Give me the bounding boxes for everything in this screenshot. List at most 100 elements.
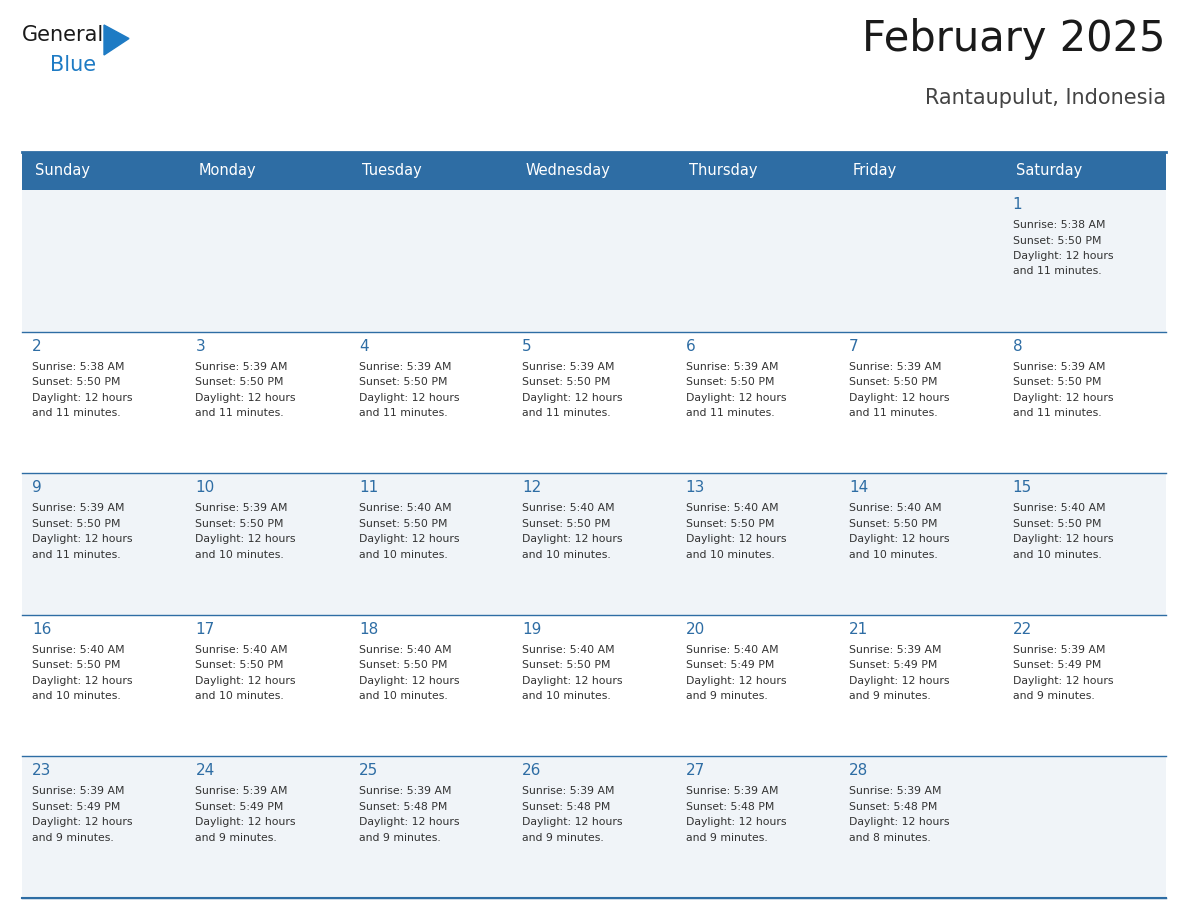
Text: Daylight: 12 hours: Daylight: 12 hours — [32, 534, 133, 544]
Text: Daylight: 12 hours: Daylight: 12 hours — [849, 676, 949, 686]
Text: Sunset: 5:50 PM: Sunset: 5:50 PM — [359, 377, 448, 387]
Text: and 11 minutes.: and 11 minutes. — [359, 409, 448, 418]
Text: Sunset: 5:49 PM: Sunset: 5:49 PM — [685, 660, 775, 670]
Bar — [23, 152, 1165, 190]
Text: and 9 minutes.: and 9 minutes. — [196, 833, 277, 843]
Text: Sunset: 5:50 PM: Sunset: 5:50 PM — [32, 660, 120, 670]
Text: Daylight: 12 hours: Daylight: 12 hours — [1012, 251, 1113, 261]
Text: and 10 minutes.: and 10 minutes. — [1012, 550, 1101, 560]
Text: 16: 16 — [32, 621, 51, 637]
Text: 2: 2 — [32, 339, 42, 353]
Text: and 8 minutes.: and 8 minutes. — [849, 833, 931, 843]
Text: Sunrise: 5:40 AM: Sunrise: 5:40 AM — [849, 503, 942, 513]
Text: Tuesday: Tuesday — [362, 163, 422, 178]
Text: Sunset: 5:50 PM: Sunset: 5:50 PM — [32, 377, 120, 387]
Text: Daylight: 12 hours: Daylight: 12 hours — [523, 676, 623, 686]
Text: Daylight: 12 hours: Daylight: 12 hours — [32, 676, 133, 686]
Text: Daylight: 12 hours: Daylight: 12 hours — [849, 393, 949, 403]
Text: Sunset: 5:50 PM: Sunset: 5:50 PM — [359, 660, 448, 670]
Text: Daylight: 12 hours: Daylight: 12 hours — [685, 817, 786, 827]
Text: Sunrise: 5:39 AM: Sunrise: 5:39 AM — [32, 503, 125, 513]
Text: Sunset: 5:50 PM: Sunset: 5:50 PM — [196, 377, 284, 387]
Text: and 10 minutes.: and 10 minutes. — [359, 691, 448, 701]
Text: 9: 9 — [32, 480, 42, 495]
Text: 15: 15 — [1012, 480, 1032, 495]
Text: Sunrise: 5:39 AM: Sunrise: 5:39 AM — [849, 644, 942, 655]
Text: and 11 minutes.: and 11 minutes. — [685, 409, 775, 418]
Text: Daylight: 12 hours: Daylight: 12 hours — [196, 534, 296, 544]
Text: Sunset: 5:50 PM: Sunset: 5:50 PM — [1012, 519, 1101, 529]
Text: 27: 27 — [685, 764, 704, 778]
Text: Blue: Blue — [50, 55, 96, 75]
Text: Sunrise: 5:39 AM: Sunrise: 5:39 AM — [359, 362, 451, 372]
Text: Daylight: 12 hours: Daylight: 12 hours — [196, 676, 296, 686]
Text: Daylight: 12 hours: Daylight: 12 hours — [849, 817, 949, 827]
Text: Sunrise: 5:39 AM: Sunrise: 5:39 AM — [196, 503, 287, 513]
Text: Daylight: 12 hours: Daylight: 12 hours — [1012, 534, 1113, 544]
Text: Thursday: Thursday — [689, 163, 757, 178]
Text: Daylight: 12 hours: Daylight: 12 hours — [32, 393, 133, 403]
Bar — [23, 473, 1165, 615]
Text: Sunrise: 5:39 AM: Sunrise: 5:39 AM — [685, 787, 778, 797]
Text: 12: 12 — [523, 480, 542, 495]
Text: Sunset: 5:49 PM: Sunset: 5:49 PM — [849, 660, 937, 670]
Text: Saturday: Saturday — [1016, 163, 1082, 178]
Text: Sunrise: 5:40 AM: Sunrise: 5:40 AM — [359, 644, 451, 655]
Text: Daylight: 12 hours: Daylight: 12 hours — [1012, 393, 1113, 403]
Text: Friday: Friday — [852, 163, 897, 178]
Text: Wednesday: Wednesday — [525, 163, 611, 178]
Text: and 10 minutes.: and 10 minutes. — [523, 691, 611, 701]
Text: 8: 8 — [1012, 339, 1022, 353]
Text: Sunset: 5:48 PM: Sunset: 5:48 PM — [685, 802, 775, 812]
Text: and 11 minutes.: and 11 minutes. — [196, 409, 284, 418]
Text: General: General — [23, 25, 105, 45]
Text: Sunrise: 5:39 AM: Sunrise: 5:39 AM — [32, 787, 125, 797]
Text: and 9 minutes.: and 9 minutes. — [1012, 691, 1094, 701]
Text: and 10 minutes.: and 10 minutes. — [849, 550, 937, 560]
Text: Sunrise: 5:38 AM: Sunrise: 5:38 AM — [1012, 220, 1105, 230]
Text: Sunset: 5:50 PM: Sunset: 5:50 PM — [849, 519, 937, 529]
Text: 20: 20 — [685, 621, 704, 637]
Text: Daylight: 12 hours: Daylight: 12 hours — [359, 676, 460, 686]
Text: and 10 minutes.: and 10 minutes. — [196, 691, 284, 701]
Text: Sunrise: 5:40 AM: Sunrise: 5:40 AM — [1012, 503, 1105, 513]
Text: 19: 19 — [523, 621, 542, 637]
Text: 4: 4 — [359, 339, 368, 353]
Text: and 11 minutes.: and 11 minutes. — [1012, 266, 1101, 276]
Text: and 11 minutes.: and 11 minutes. — [32, 409, 121, 418]
Text: and 9 minutes.: and 9 minutes. — [849, 691, 931, 701]
Text: 25: 25 — [359, 764, 378, 778]
Text: Sunset: 5:50 PM: Sunset: 5:50 PM — [359, 519, 448, 529]
Text: 18: 18 — [359, 621, 378, 637]
Text: and 9 minutes.: and 9 minutes. — [523, 833, 604, 843]
Text: Sunrise: 5:40 AM: Sunrise: 5:40 AM — [685, 644, 778, 655]
Text: 13: 13 — [685, 480, 706, 495]
Text: Sunrise: 5:39 AM: Sunrise: 5:39 AM — [685, 362, 778, 372]
Text: 26: 26 — [523, 764, 542, 778]
Text: Sunset: 5:50 PM: Sunset: 5:50 PM — [196, 519, 284, 529]
Text: and 10 minutes.: and 10 minutes. — [359, 550, 448, 560]
Text: Sunrise: 5:39 AM: Sunrise: 5:39 AM — [523, 362, 614, 372]
Text: Sunset: 5:50 PM: Sunset: 5:50 PM — [1012, 377, 1101, 387]
Text: and 9 minutes.: and 9 minutes. — [685, 691, 767, 701]
Text: Sunset: 5:50 PM: Sunset: 5:50 PM — [849, 377, 937, 387]
Text: Sunrise: 5:40 AM: Sunrise: 5:40 AM — [685, 503, 778, 513]
Text: Daylight: 12 hours: Daylight: 12 hours — [685, 676, 786, 686]
Text: 22: 22 — [1012, 621, 1032, 637]
Text: 17: 17 — [196, 621, 215, 637]
Text: Sunset: 5:49 PM: Sunset: 5:49 PM — [32, 802, 120, 812]
Text: 3: 3 — [196, 339, 206, 353]
Text: Sunset: 5:50 PM: Sunset: 5:50 PM — [685, 377, 775, 387]
Text: Daylight: 12 hours: Daylight: 12 hours — [523, 817, 623, 827]
Text: Sunrise: 5:40 AM: Sunrise: 5:40 AM — [32, 644, 125, 655]
Text: and 9 minutes.: and 9 minutes. — [359, 833, 441, 843]
Text: Sunday: Sunday — [34, 163, 90, 178]
Text: Daylight: 12 hours: Daylight: 12 hours — [359, 817, 460, 827]
Text: Sunset: 5:50 PM: Sunset: 5:50 PM — [32, 519, 120, 529]
Text: 5: 5 — [523, 339, 532, 353]
Text: Daylight: 12 hours: Daylight: 12 hours — [523, 393, 623, 403]
Text: 10: 10 — [196, 480, 215, 495]
Text: Daylight: 12 hours: Daylight: 12 hours — [685, 393, 786, 403]
Text: and 11 minutes.: and 11 minutes. — [849, 409, 937, 418]
Text: Sunrise: 5:39 AM: Sunrise: 5:39 AM — [849, 787, 942, 797]
